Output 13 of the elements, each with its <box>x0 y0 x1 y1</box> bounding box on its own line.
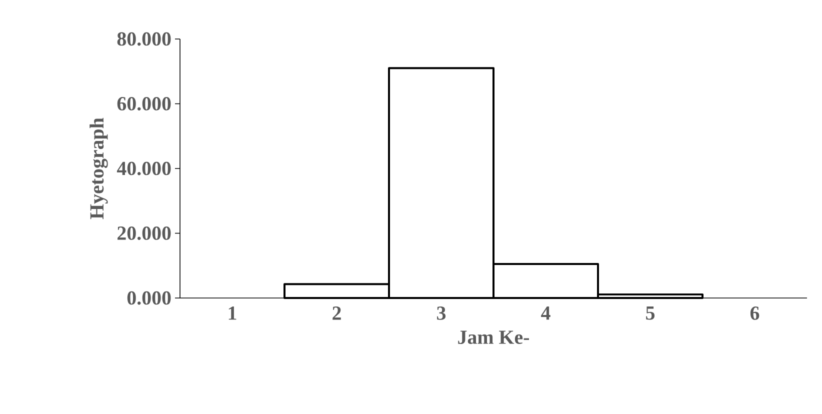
y-tick-label: 60.000 <box>117 96 171 111</box>
y-tick-label: 40.000 <box>116 162 171 176</box>
x-tick-label: 5 <box>646 306 655 320</box>
x-tick-label: 3 <box>437 306 446 320</box>
x-tick-label: 6 <box>750 306 760 320</box>
x-axis-title: Jam Ke- <box>458 330 529 344</box>
x-tick-label: 2 <box>332 306 341 320</box>
x-tick-label: 1 <box>228 306 236 320</box>
y-tick-label: 80.000 <box>117 32 171 46</box>
y-axis-title: Hyetograph <box>90 118 108 220</box>
y-tick-label: 20.000 <box>118 226 171 240</box>
x-tick-label: 4 <box>541 306 550 320</box>
y-tick-label: 0.000 <box>127 291 171 305</box>
